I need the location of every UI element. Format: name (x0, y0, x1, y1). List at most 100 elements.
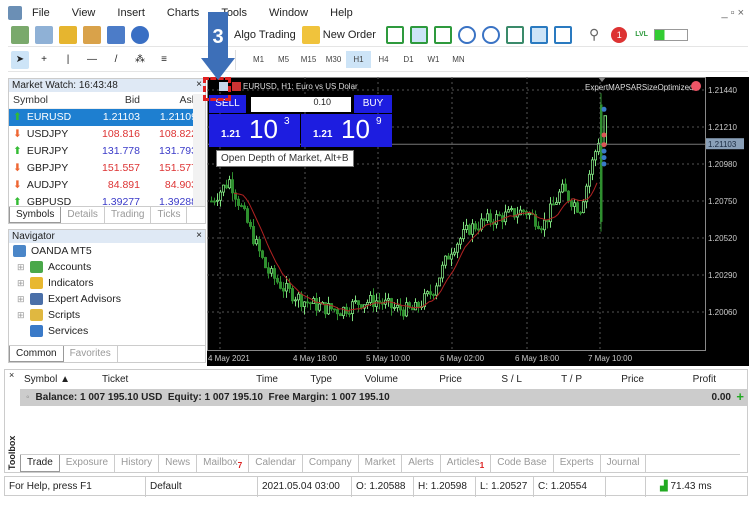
nav-root[interactable]: OANDA MT5 (9, 243, 205, 259)
tab-news[interactable]: News (159, 455, 198, 472)
symbol-row[interactable]: ⬆ GBPUSD 1.39277 1.39288 (9, 194, 205, 211)
menu-insert[interactable]: Insert (117, 7, 145, 19)
autoscroll-icon[interactable] (529, 25, 548, 44)
timeframe-mn[interactable]: MN (452, 55, 465, 64)
signals-icon[interactable] (131, 25, 149, 44)
depth-of-market-icon[interactable] (219, 82, 228, 91)
timeframe-d1[interactable]: D1 (403, 55, 414, 64)
symbol-row[interactable]: ⬆ EURUSD 1.21103 1.21109 (9, 109, 205, 126)
line-chart-icon[interactable] (433, 25, 452, 44)
col-header[interactable]: Time (256, 374, 278, 385)
scrollbar[interactable] (193, 94, 205, 206)
col-header[interactable]: Profit (692, 374, 716, 385)
search-icon[interactable]: ⚲ (588, 26, 600, 42)
tab-journal[interactable]: Journal (601, 455, 647, 472)
expand-icon[interactable]: ⊞ (17, 294, 25, 304)
timeframe-m30[interactable]: M30 (325, 55, 342, 64)
chart-shift-icon[interactable] (553, 25, 572, 44)
close-icon[interactable]: × (9, 370, 15, 380)
status-ping[interactable]: ▟ 71.43 ms (645, 477, 745, 497)
tab-history[interactable]: History (115, 455, 160, 472)
new-chart-icon[interactable] (11, 25, 29, 44)
volume-input[interactable]: 0.10 (251, 97, 351, 112)
nav-item-indicators[interactable]: ⊞ Indicators (9, 275, 205, 291)
tab-experts[interactable]: Experts (554, 455, 601, 472)
tab-alerts[interactable]: Alerts (402, 455, 441, 472)
crosshair-icon[interactable]: + (41, 53, 47, 65)
metaeditor-icon[interactable] (107, 25, 125, 44)
trendline-icon[interactable]: / (114, 53, 118, 65)
symbol-row[interactable]: ⬆ EURJPY 131.778 131.793 (9, 143, 205, 160)
algo-trading-button[interactable]: Algo Trading (234, 28, 296, 41)
menu-charts[interactable]: Charts (166, 7, 200, 19)
expert-icon[interactable] (691, 81, 701, 91)
close-icon[interactable]: × (196, 79, 202, 90)
fibonacci-icon[interactable]: ≡ (161, 53, 167, 65)
tab-articles[interactable]: Articles1 (441, 455, 492, 472)
expand-icon[interactable]: ⊞ (17, 262, 25, 272)
col-ask[interactable]: Ask (179, 94, 197, 106)
tab-calendar[interactable]: Calendar (249, 455, 303, 472)
status-profile[interactable]: Default (145, 477, 182, 497)
bar-chart-icon[interactable] (385, 25, 404, 44)
col-header[interactable]: Ticket (102, 374, 129, 385)
tab-exposure[interactable]: Exposure (60, 455, 116, 472)
col-header[interactable]: Price (621, 374, 644, 385)
col-bid[interactable]: Bid (124, 94, 140, 106)
col-header[interactable]: Symbol ▲ (24, 374, 71, 385)
nav-item-services[interactable]: Services (9, 323, 205, 339)
col-symbol[interactable]: Symbol (13, 94, 49, 106)
symbol-row[interactable]: ⬇ GBPJPY 151.557 151.577 (9, 160, 205, 177)
menu-view[interactable]: View (71, 7, 96, 19)
lvl-icon[interactable]: LVL (635, 31, 648, 38)
timeframe-m15[interactable]: M15 (300, 55, 317, 64)
notifications-badge[interactable]: 1 (611, 26, 628, 43)
timeframe-h4[interactable]: H4 (378, 55, 389, 64)
sell-price-button[interactable]: 1.21 10 3 (209, 114, 300, 147)
chart-window[interactable]: 1.21440 1.21210 1.20980 1.20750 1.20520 1.202… (207, 77, 749, 366)
tab-trading[interactable]: Trading (105, 207, 152, 223)
tile-windows-icon[interactable] (505, 25, 524, 44)
col-header[interactable]: Volume (364, 374, 398, 385)
tab-common[interactable]: Common (9, 346, 64, 362)
symbol-row[interactable]: ⬇ USDJPY 108.816 108.822 (9, 126, 205, 143)
data-window-icon[interactable] (83, 25, 101, 44)
tab-market[interactable]: Market (359, 455, 403, 472)
timeframe-m5[interactable]: M5 (277, 55, 290, 64)
buy-button[interactable]: BUY (354, 95, 392, 113)
profiles-icon[interactable] (35, 25, 53, 44)
candlestick-icon[interactable] (409, 25, 428, 44)
col-header[interactable]: Type (310, 374, 332, 385)
menu-window[interactable]: Window (269, 7, 309, 19)
tab-favorites[interactable]: Favorites (64, 346, 118, 362)
tab-company[interactable]: Company (303, 455, 359, 472)
symbol-row[interactable]: ⬇ AUDJPY 84.891 84.903 (9, 177, 205, 194)
window-controls[interactable]: _ ▫ × (721, 7, 744, 19)
expand-icon[interactable]: ⊞ (17, 310, 25, 320)
timeframe-m1[interactable]: M1 (252, 55, 265, 64)
col-header[interactable]: T / P (561, 374, 582, 385)
buy-price-button[interactable]: 1.21 10 9 (301, 114, 392, 147)
nav-item-scripts[interactable]: ⊞ Scripts (9, 307, 205, 323)
menu-help[interactable]: Help (330, 7, 353, 19)
nav-item-accounts[interactable]: ⊞ Accounts (9, 259, 205, 275)
expand-icon[interactable]: ⊞ (17, 278, 25, 288)
zoom-in-icon[interactable] (457, 25, 476, 44)
menu-file[interactable]: File (32, 7, 50, 19)
tab-mailbox[interactable]: Mailbox7 (197, 455, 250, 472)
timeframe-h1[interactable]: H1 (346, 51, 371, 68)
vertical-line-icon[interactable]: | (66, 53, 70, 65)
tab-trade[interactable]: Trade (20, 455, 60, 472)
nav-item-expert-advisors[interactable]: ⊞ Expert Advisors (9, 291, 205, 307)
tab-symbols[interactable]: Symbols (9, 207, 62, 223)
new-order-button[interactable]: New Order (322, 28, 376, 41)
elliott-icon[interactable]: ⁂ (135, 53, 145, 65)
cursor-icon[interactable]: ➤ (11, 50, 29, 69)
col-header[interactable]: S / L (501, 374, 522, 385)
zoom-out-icon[interactable] (481, 25, 500, 44)
col-header[interactable]: Price (439, 374, 462, 385)
close-icon[interactable]: × (196, 230, 202, 241)
balance-row[interactable]: ◦ Balance: 1 007 195.10 USD Equity: 1 007… (20, 389, 747, 406)
tab-ticks[interactable]: Ticks (151, 207, 188, 223)
plus-icon[interactable]: + (736, 389, 744, 404)
